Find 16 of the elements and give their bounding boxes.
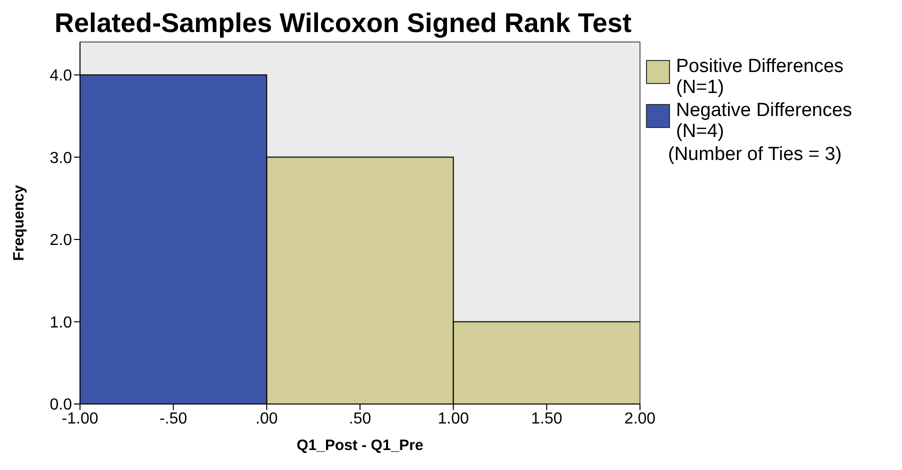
x-tick-label: -.50 xyxy=(160,410,188,428)
x-tick-label: 1.50 xyxy=(531,410,562,428)
x-tick-label: .00 xyxy=(256,410,278,428)
legend-label: Negative Differences (N=4) xyxy=(676,100,854,142)
legend-label: Positive Differences (N=1) xyxy=(676,56,845,98)
x-axis-title: Q1_Post - Q1_Pre xyxy=(296,437,424,454)
y-tick-label: 2.0 xyxy=(50,232,72,250)
x-tick-label: .50 xyxy=(348,410,372,428)
x-tick-label: 1.00 xyxy=(438,410,470,428)
chart-title: Related-Samples Wilcoxon Signed Rank Test xyxy=(54,8,632,39)
y-tick-label: 3.0 xyxy=(50,150,72,167)
y-axis-title: Frequency xyxy=(10,184,28,261)
y-tick-label: 4.0 xyxy=(50,68,72,85)
y-tick-label: 1.0 xyxy=(50,314,72,332)
x-tick-label: 2.00 xyxy=(624,410,656,428)
text: (Number of Ties = 3) xyxy=(668,144,843,165)
